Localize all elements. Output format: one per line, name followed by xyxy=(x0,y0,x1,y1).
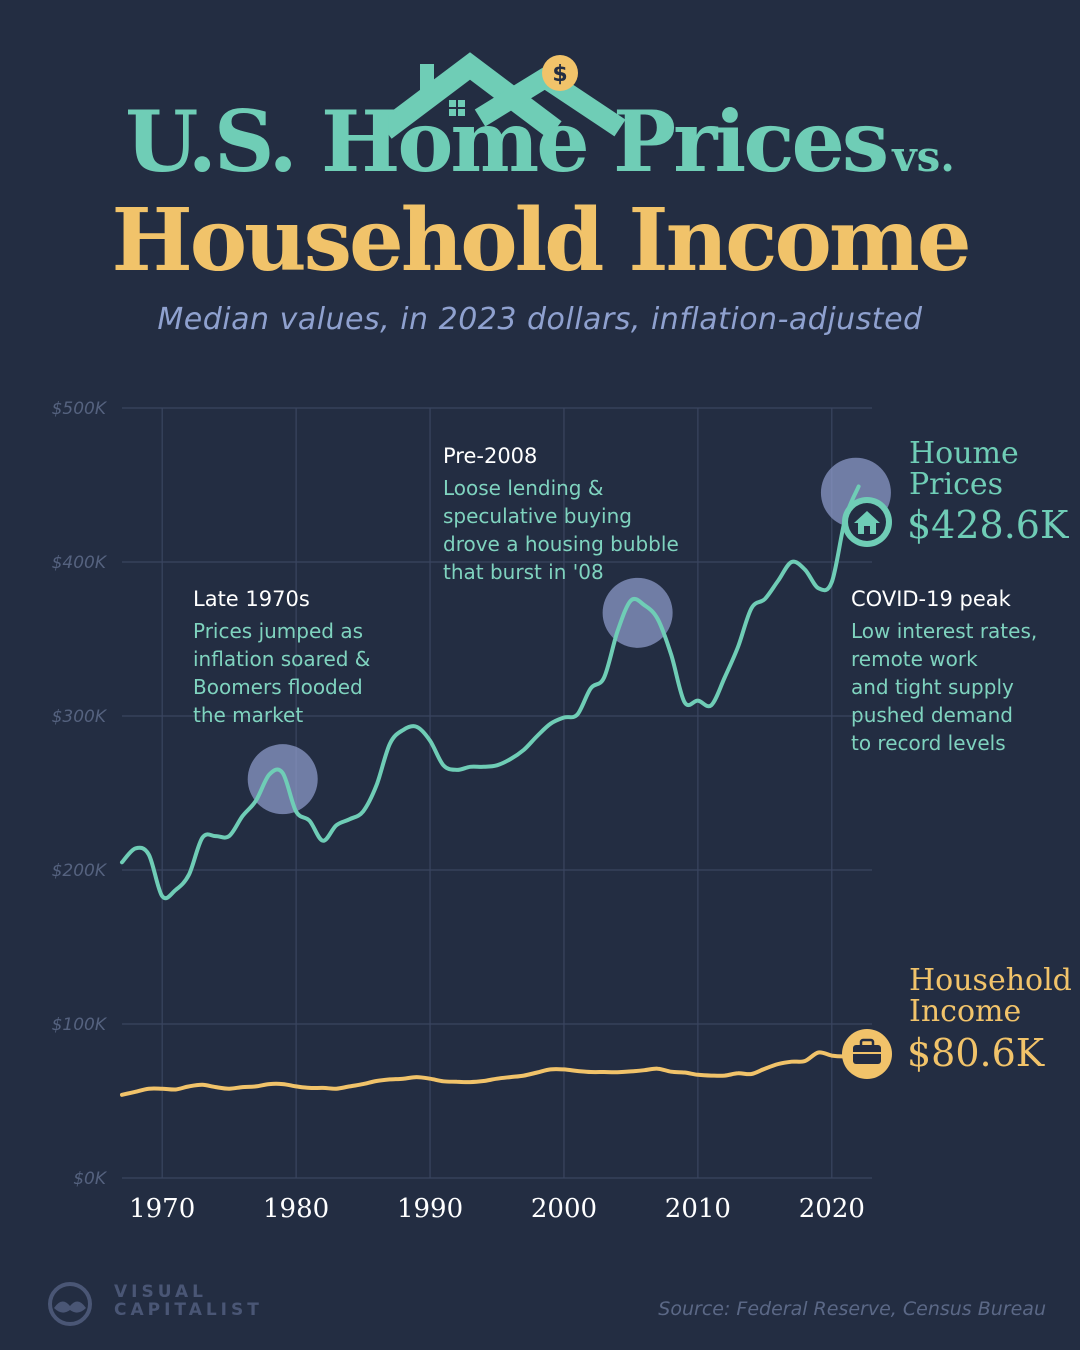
annotation-late-1970s: Late 1970s Prices jumped as inflation so… xyxy=(193,587,370,727)
title-block: $ U.S. Home Prices vs. Household Income M… xyxy=(0,0,1080,360)
x-tick-label: 2010 xyxy=(665,1194,731,1224)
y-tick-label: $500K xyxy=(52,399,108,419)
home-prices-label-line-1: Houme xyxy=(909,436,1019,471)
annotation-line: speculative buying xyxy=(443,504,632,528)
logo-line-1: VISUAL xyxy=(114,1282,207,1302)
y-tick-label: $0K xyxy=(73,1169,108,1189)
x-tick-label: 1970 xyxy=(129,1194,195,1224)
annotation-line: Prices jumped as xyxy=(193,619,363,643)
title-vs: vs. xyxy=(892,132,955,181)
y-tick-label: $400K xyxy=(52,553,108,573)
household-income-end-value: $80.6K xyxy=(907,1031,1045,1075)
y-tick-label: $300K xyxy=(52,707,108,727)
x-tick-label: 1980 xyxy=(263,1194,329,1224)
annotation-title: Late 1970s xyxy=(193,587,310,611)
annotation-line: the market xyxy=(193,703,303,727)
title-home-prices: U.S. Home Prices xyxy=(125,92,889,191)
annotation-line: Boomers flooded xyxy=(193,675,363,699)
highlight-circle xyxy=(247,744,318,815)
dollar-coin-icon: $ xyxy=(542,55,578,91)
annotation-line: Low interest rates, xyxy=(851,619,1037,643)
visual-capitalist-logo: VISUAL CAPITALIST xyxy=(40,1280,280,1330)
annotation-line: that burst in '08 xyxy=(443,560,604,584)
x-tick-label: 1990 xyxy=(397,1194,463,1224)
title-line-1: U.S. Home Prices vs. xyxy=(0,100,1080,184)
visual-capitalist-logo-icon xyxy=(48,1282,92,1326)
annotation-title: COVID-19 peak xyxy=(851,587,1012,611)
svg-text:$: $ xyxy=(552,62,567,87)
subtitle: Median values, in 2023 dollars, inflatio… xyxy=(157,302,923,337)
annotation-line: inflation soared & xyxy=(193,647,370,671)
title-line-2: Household Income xyxy=(111,190,971,291)
home-prices-label-line-2: Prices xyxy=(909,467,1003,502)
home-prices-end-value: $428.6K xyxy=(907,503,1069,547)
annotation-line: drove a housing bubble xyxy=(443,532,679,556)
annotation-line: Loose lending & xyxy=(443,476,603,500)
logo-text: VISUAL CAPITALIST xyxy=(114,1283,263,1319)
annotation-line: to record levels xyxy=(851,731,1006,755)
annotation-pre-2008: Pre-2008 Loose lending & speculative buy… xyxy=(443,444,679,584)
annotation-line: pushed demand xyxy=(851,703,1013,727)
logo-line-2: CAPITALIST xyxy=(114,1300,263,1320)
x-tick-label: 2020 xyxy=(799,1194,865,1224)
source-note: Source: Federal Reserve, Census Bureau xyxy=(658,1298,1046,1320)
annotation-covid-19-peak: COVID-19 peak Low interest rates, remote… xyxy=(851,587,1037,755)
y-tick-label: $200K xyxy=(52,861,108,881)
household-income-label-line-2: Income xyxy=(909,994,1021,1029)
axis-labels: $0K $100K $200K $300K $400K $500K 1970 1980 1990… xyxy=(52,399,865,1224)
household-income-end-label: Household Income $80.6K xyxy=(842,963,1072,1079)
home-prices-end-label: Houme Prices $428.6K xyxy=(842,436,1069,547)
house-icon xyxy=(842,497,892,547)
home-prices-line xyxy=(120,484,861,901)
household-income-label-line-1: Household xyxy=(909,963,1072,998)
y-tick-label: $100K xyxy=(52,1015,108,1035)
annotation-line: and tight supply xyxy=(851,675,1014,699)
briefcase-icon xyxy=(842,1029,892,1079)
series-lines xyxy=(120,484,861,1097)
x-tick-label: 2000 xyxy=(531,1194,597,1224)
household-income-line xyxy=(120,1050,861,1097)
annotation-line: remote work xyxy=(851,647,978,671)
highlight-circle xyxy=(602,577,673,648)
annotation-title: Pre-2008 xyxy=(443,444,537,468)
